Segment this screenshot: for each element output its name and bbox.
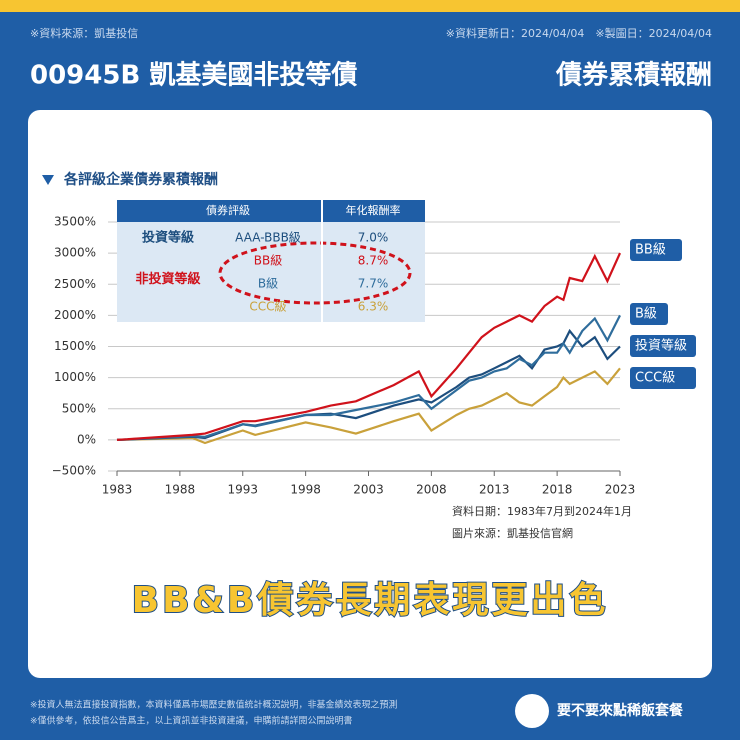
subtitle-icon <box>42 175 54 185</box>
x-tick-label: 1983 <box>102 483 133 497</box>
brand-logo <box>515 694 549 728</box>
title: 00945B 凱基美國非投等債 <box>30 60 357 91</box>
x-tick-label: 2018 <box>542 483 573 497</box>
legend-label: B級 <box>635 307 657 322</box>
grade: BB級 <box>254 254 282 268</box>
grade: B級 <box>258 277 278 291</box>
legend-box <box>630 367 696 389</box>
top-stripe <box>0 0 740 12</box>
legend-label: 投資等級 <box>635 338 687 354</box>
y-tick-label: 500% <box>62 401 96 415</box>
series-line <box>116 252 622 441</box>
rate: 7.0% <box>358 231 389 245</box>
y-tick-label: 3000% <box>54 246 96 260</box>
dates: ※資料更新日：2024/04/04 ※製圖日：2024/04/04 <box>446 26 712 40</box>
title: 債券累積報酬 <box>555 61 712 91</box>
grade: AAA-BBB級 <box>235 231 301 245</box>
note: 資料日期：1983年7月到2024年1月 <box>452 504 632 518</box>
brand: 要不要來點稀飯套餐 <box>557 702 684 719</box>
table-header-bg <box>117 200 425 222</box>
x-tick-label: 2023 <box>605 483 636 497</box>
x-tick-label: 1998 <box>290 483 321 497</box>
y-tick-label: 2500% <box>54 277 96 291</box>
y-tick-label: 1000% <box>54 370 96 384</box>
group-label: 非投資等級 <box>135 271 200 287</box>
x-tick-label: 2003 <box>353 483 384 497</box>
table-header: 債券評級 <box>206 203 250 217</box>
series-line <box>116 367 621 445</box>
y-tick-label: 3500% <box>54 215 96 229</box>
x-tick-label: 1993 <box>227 483 258 497</box>
legend-label: CCC級 <box>635 371 675 386</box>
group-label: 投資等級 <box>142 230 194 246</box>
grade: CCC級 <box>249 300 286 314</box>
x-tick-label: 1988 <box>165 483 196 497</box>
y-tick-label: −500% <box>52 464 96 478</box>
footnote: ※投資人無法直接投資指數，本資料僅爲市場歷史數值統計概況說明，非基金績效表現之預… <box>30 699 398 711</box>
legend-box <box>630 239 682 261</box>
x-tick-label: 2008 <box>416 483 447 497</box>
rate: 6.3% <box>358 300 389 314</box>
series-line <box>116 314 621 441</box>
legend-box <box>630 303 668 325</box>
y-tick-label: 2000% <box>54 308 96 322</box>
rate: 7.7% <box>358 277 389 291</box>
footnote: ※僅供參考，依投信公告爲主，以上資訊並非投資建議，申購前請詳閱公開說明書 <box>30 715 353 727</box>
rate: 8.7% <box>358 254 389 268</box>
note: 圖片來源：凱基投信官網 <box>452 526 573 540</box>
legend-label: BB級 <box>635 243 666 258</box>
chart-title: 各評級企業債券累積報酬 <box>63 171 218 188</box>
y-tick-label: 1500% <box>54 339 96 353</box>
y-tick-label: 0% <box>77 432 96 446</box>
source: ※資料來源：凱基投信 <box>30 26 138 40</box>
slogan: BB&B債券長期表現更出色 <box>132 580 609 621</box>
highlight-ellipse <box>218 241 412 305</box>
table-header: 年化報酬率 <box>346 203 401 217</box>
legend-box <box>630 335 696 357</box>
x-tick-label: 2013 <box>479 483 510 497</box>
